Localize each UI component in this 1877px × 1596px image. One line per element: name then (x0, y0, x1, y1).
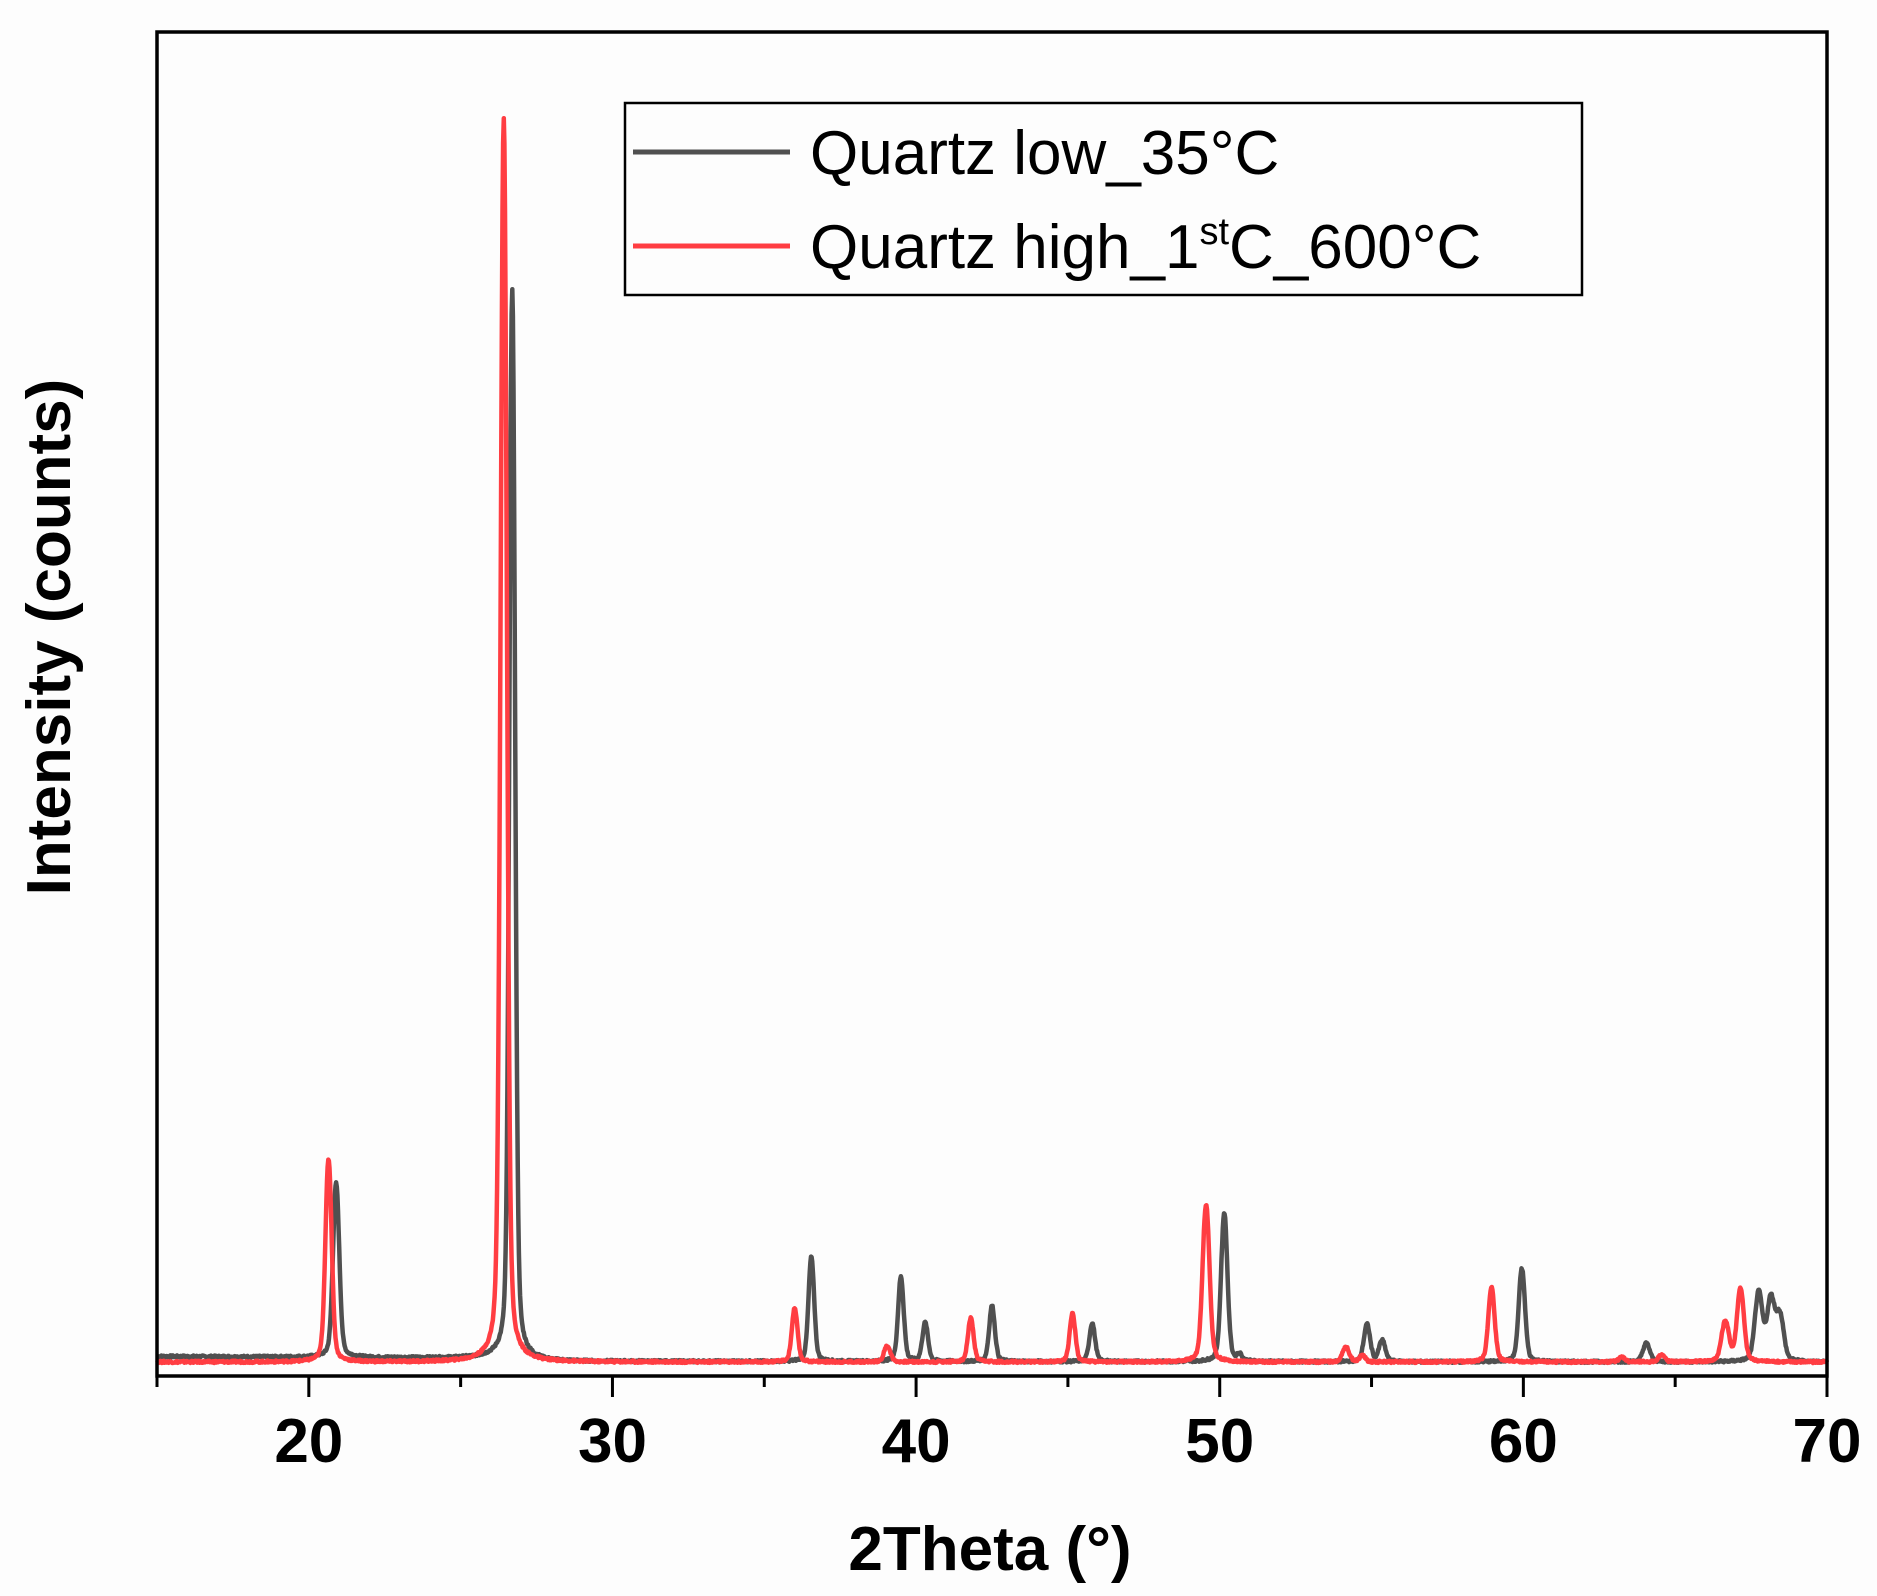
legend-label-superscript: st (1199, 211, 1229, 253)
legend-label-main: Quartz high_1 (810, 213, 1199, 282)
series-line-quartz-high (155, 116, 1830, 1366)
x-axis-tick-labels: 20 30 40 50 60 70 (274, 1407, 1861, 1476)
x-tick-label: 50 (1185, 1407, 1254, 1476)
x-tick-label: 60 (1489, 1407, 1558, 1476)
legend: Quartz low_35°C Quartz high_1stC_600°C (623, 101, 1584, 297)
legend-label-quartz-high: Quartz high_1stC_600°C (810, 211, 1481, 282)
x-tick-label: 30 (578, 1407, 647, 1476)
x-axis-ticks (155, 1376, 1829, 1397)
x-tick-label: 40 (882, 1407, 951, 1476)
x-tick-label: 20 (274, 1407, 343, 1476)
legend-box (623, 101, 1584, 297)
legend-label-rest: C_600°C (1229, 213, 1481, 282)
y-axis-title: Intensity (counts) (15, 379, 84, 896)
series-layer (155, 116, 1830, 1366)
legend-label-quartz-low: Quartz low_35°C (810, 119, 1279, 188)
x-tick-label: 70 (1793, 1407, 1862, 1476)
plot-frame (155, 30, 1829, 1378)
x-axis-title: 2Theta (°) (848, 1515, 1131, 1584)
